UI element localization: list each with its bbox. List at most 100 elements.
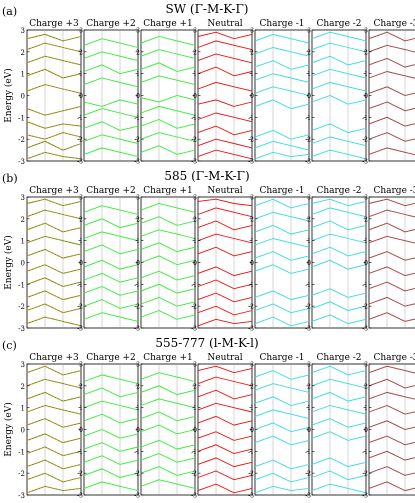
panel-3: Neutral -3 -2 -1 0 1 2 3 [191,353,253,500]
band-line [311,405,367,415]
band-line [140,36,196,46]
band-line [83,455,139,465]
y-tick-label: 2 [250,49,254,56]
band-line [311,55,367,66]
band-line [83,108,139,118]
band-line [197,444,253,454]
band-line [197,431,253,441]
y-tick-label: 1 [307,405,311,412]
y-tick-label: 1 [307,71,311,78]
band-line [83,468,139,478]
band-line [311,233,367,244]
band-line [83,312,139,322]
y-tick-label: 3 [136,28,140,35]
y-tick-label: 0 [250,260,254,267]
band-line [140,62,196,72]
y-tick-label: 2 [250,216,254,223]
band-line-dashed [368,198,415,207]
y-tick-label: 3 [79,195,83,202]
y-tick-label: -3 [77,326,83,333]
y-tick-label: -2 [248,137,254,144]
band-line [254,47,310,57]
y-tick-label: 1 [364,405,368,412]
y-tick-label: 0 [193,427,197,434]
row-title: 585 (Γ-M-K-Γ) [164,169,249,183]
band-line-dashed [368,266,415,277]
column-header: Charge +3 [29,186,79,196]
y-tick-label: 0 [21,260,25,268]
band-line-dashed [368,405,415,415]
band-line [140,283,196,294]
band-line [140,95,196,103]
row-title: 555-777 (l-M-K-l) [155,336,258,350]
y-tick-label: -2 [77,137,83,144]
column-header: Charge -1 [259,353,304,363]
band-line-dashed [368,222,415,233]
row-label: (c) [2,339,17,352]
y-tick-label: -1 [18,448,25,456]
y-tick-label: 0 [250,93,254,100]
band-line-dashed [368,281,415,292]
y-tick-label: -3 [77,159,83,166]
column-header: Charge -1 [259,186,304,196]
y-tick-label: 0 [307,427,311,434]
band-line [197,149,253,160]
panel-2: Charge +1 -3 -2 -1 0 1 2 3 [134,353,196,500]
panel-3: Neutral -3 -2 -1 0 1 2 3 [191,186,253,333]
y-tick-label: 0 [250,427,254,434]
panel-frame [26,363,82,496]
y-tick-label: -2 [134,304,140,311]
y-tick-label: -2 [248,304,254,311]
column-header: Charge -3 [373,353,415,363]
y-tick-label: -1 [248,282,254,289]
band-line [83,413,139,424]
band-line [197,99,253,107]
band-line [83,387,139,398]
y-tick-label: -2 [77,471,83,478]
band-line [254,86,310,96]
row-0: (a) SW (Γ-M-K-Γ) Energy (eV) Charge +3 -3 -2 -… [2,2,415,166]
band-line [254,396,310,406]
y-tick-label: -3 [77,493,83,500]
band-line-dashed [368,391,415,400]
y-tick-label: 1 [193,71,197,78]
panel-frame [26,29,82,162]
panel-5: Charge -2 -3 -2 -1 0 1 2 3 [305,353,367,500]
panel-frame [140,29,196,162]
y-tick-label: 1 [79,238,83,245]
band-line [254,422,310,433]
y-tick-label: 3 [250,28,254,35]
band-line-dashed [368,44,415,53]
band-line [311,123,367,134]
y-tick-label: 1 [136,238,140,245]
y-tick-label: -2 [362,137,368,144]
y-tick-label: 0 [136,260,140,267]
band-line [254,140,310,151]
y-tick-label: 0 [136,93,140,100]
band-line [254,370,310,380]
band-line-dashed [26,84,82,94]
panel-1: Charge +2 -3 -2 -1 0 1 2 3 [77,186,139,333]
band-line [254,129,310,140]
band-line-dashed [26,235,82,246]
band-line [197,138,253,149]
column-header: Charge +2 [86,353,136,363]
y-tick-label: 3 [21,27,25,35]
y-tick-label: 0 [193,260,197,267]
y-tick-label: -3 [134,326,140,333]
y-tick-label: 1 [250,238,254,245]
band-line [254,73,310,83]
band-line-dashed [26,365,82,376]
band-line [140,75,196,86]
panel-2: Charge +1 -3 -2 -1 0 1 2 3 [134,186,196,333]
band-line [197,470,253,481]
band-line-dashed [26,209,82,220]
y-tick-label: 2 [307,383,311,390]
band-line [140,398,196,409]
band-line-dashed [26,121,82,129]
band-line [83,121,139,131]
band-line [311,288,367,298]
y-tick-label: -1 [18,281,25,289]
band-line-dashed [368,71,415,79]
band-line [83,244,139,255]
